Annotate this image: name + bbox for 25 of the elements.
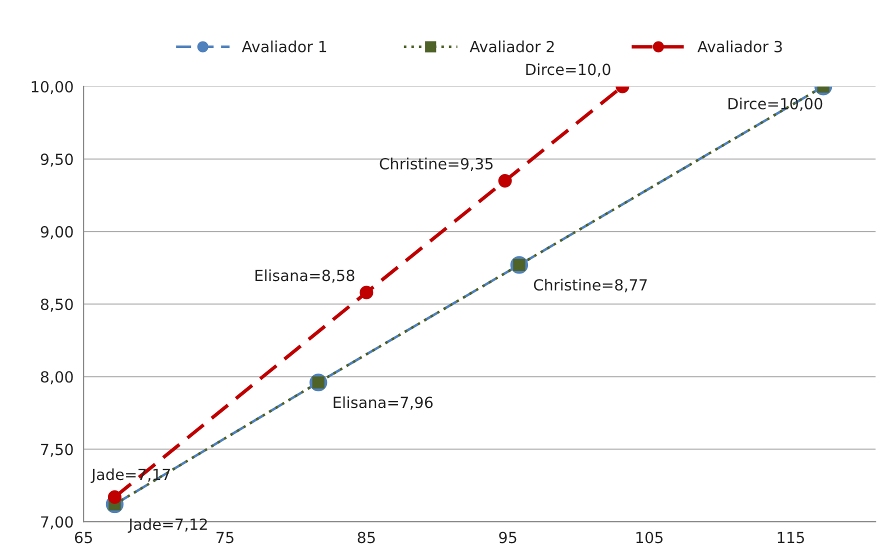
point	[498, 174, 512, 188]
y-tick-label: 7,00	[41, 516, 73, 530]
legend-label: Avaliador 2	[470, 40, 554, 52]
annotation: Jade=7,12	[128, 518, 207, 533]
annotation: Elisana=7,96	[334, 396, 433, 410]
y-tick-label: 8,50	[40, 298, 73, 312]
annotation: Christine=9,35	[380, 158, 493, 172]
x-tick-label: 75	[216, 532, 234, 544]
x-tick-label: 65	[74, 532, 92, 544]
point	[360, 286, 374, 300]
legend-label: Avaliador 3	[698, 40, 782, 52]
legend-label: Avaliador 1	[242, 40, 326, 52]
y-tick-label: 7,50	[41, 444, 73, 457]
x-tick-label: 115	[778, 532, 804, 544]
annotation: Elisana=8,58	[256, 269, 354, 283]
point	[108, 490, 122, 504]
y-tick-label: 9,50	[40, 153, 73, 167]
y-tick-label: 8,00	[40, 371, 73, 384]
annotation: Christine=8,77	[534, 278, 647, 292]
x-tick-label: 95	[499, 532, 516, 544]
y-tick-label: 10,00	[32, 80, 73, 94]
x-tick-label: 105	[636, 532, 663, 544]
x-tick-label: 85	[358, 532, 375, 544]
y-tick-label: 9,00	[40, 226, 73, 240]
annotation: Dirce=10,0	[526, 63, 610, 77]
